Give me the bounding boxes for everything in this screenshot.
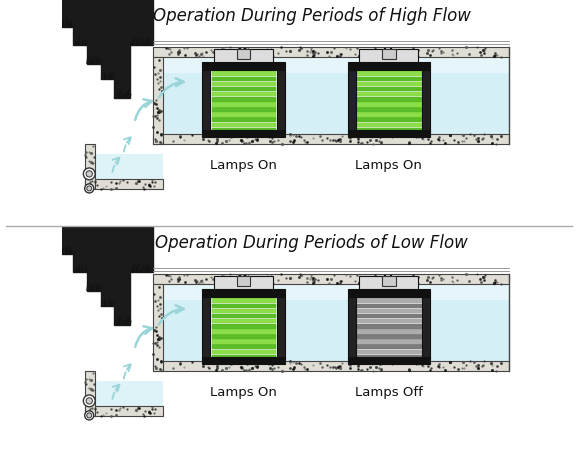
Bar — [163, 57, 509, 73]
Bar — [347, 289, 430, 297]
Text: Lamps Off: Lamps Off — [355, 386, 423, 399]
Bar — [360, 276, 418, 289]
Bar — [85, 406, 163, 416]
Bar — [214, 49, 273, 62]
Text: Operation During Periods of High Flow: Operation During Periods of High Flow — [153, 7, 470, 25]
Bar — [210, 68, 277, 134]
Bar — [347, 62, 430, 70]
Text: Lamps On: Lamps On — [210, 159, 277, 172]
Polygon shape — [62, 227, 153, 325]
Bar — [85, 179, 163, 189]
Bar — [85, 371, 95, 416]
Bar — [202, 289, 285, 297]
Circle shape — [86, 398, 92, 404]
Bar — [153, 361, 509, 371]
Bar — [202, 297, 210, 359]
Bar — [153, 47, 509, 57]
Bar — [153, 274, 509, 284]
Polygon shape — [62, 0, 153, 98]
Circle shape — [83, 395, 95, 407]
Circle shape — [87, 413, 92, 418]
Bar — [382, 276, 396, 286]
Circle shape — [86, 171, 92, 177]
Bar — [202, 357, 285, 364]
Bar — [237, 49, 250, 59]
Bar — [347, 130, 430, 137]
Circle shape — [83, 168, 95, 180]
Bar — [202, 130, 285, 137]
Bar — [163, 57, 509, 134]
Bar — [360, 49, 418, 62]
Circle shape — [87, 186, 92, 191]
Bar — [422, 70, 430, 132]
Bar — [153, 284, 163, 371]
Bar — [153, 134, 509, 144]
Bar — [347, 357, 430, 364]
Bar — [95, 154, 163, 179]
Bar — [277, 70, 285, 132]
Bar — [347, 70, 355, 132]
Bar — [277, 297, 285, 359]
Bar — [210, 295, 277, 361]
Bar — [382, 49, 396, 59]
Bar — [202, 70, 210, 132]
Bar — [153, 57, 163, 144]
Bar — [347, 297, 355, 359]
Circle shape — [85, 411, 94, 420]
Bar — [355, 68, 423, 134]
Text: Lamps On: Lamps On — [355, 159, 423, 172]
Text: Lamps On: Lamps On — [210, 386, 277, 399]
Circle shape — [85, 184, 94, 193]
Bar — [163, 284, 509, 300]
Bar — [214, 276, 273, 289]
Bar — [422, 297, 430, 359]
Bar — [95, 381, 163, 406]
Bar — [85, 144, 95, 189]
Text: Operation During Periods of Low Flow: Operation During Periods of Low Flow — [155, 234, 468, 252]
Bar — [355, 295, 423, 361]
Bar — [163, 284, 509, 361]
Bar — [202, 62, 285, 70]
Bar — [237, 276, 250, 286]
